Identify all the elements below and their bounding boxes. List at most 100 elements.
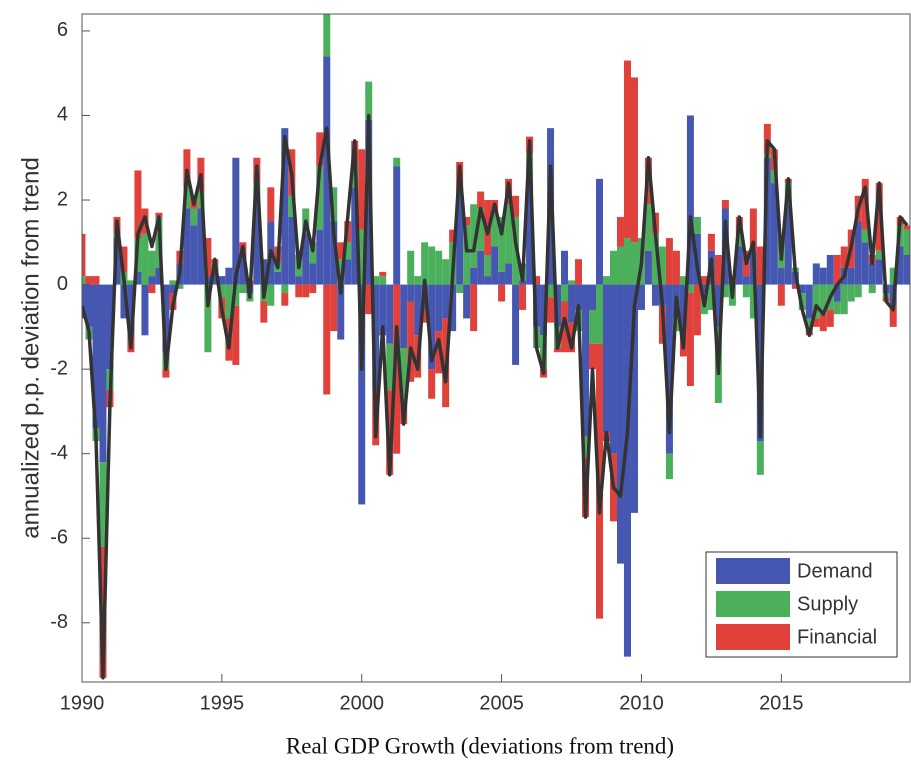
- bar-segment: [365, 119, 373, 285]
- bar-segment: [239, 284, 247, 294]
- bar-segment: [533, 276, 541, 285]
- x-tick-label: 1995: [200, 692, 245, 714]
- bar-segment: [169, 280, 177, 285]
- bar-segment: [833, 284, 841, 302]
- bar-segment: [323, 284, 331, 395]
- bar-segment: [903, 254, 910, 285]
- bar-segment: [756, 246, 764, 285]
- bar-segment: [456, 284, 464, 294]
- bar-segment: [421, 309, 429, 323]
- bar-segment: [554, 348, 562, 353]
- bar-segment: [819, 267, 827, 285]
- bar-segment: [847, 267, 855, 285]
- bar-segment: [197, 208, 205, 285]
- bar-segment: [358, 149, 366, 230]
- bar-segment: [379, 271, 387, 277]
- legend-swatch: [716, 624, 790, 650]
- bar-segment: [218, 276, 226, 285]
- bar-segment: [309, 263, 317, 285]
- bar-segment: [155, 267, 163, 285]
- bar-segment: [665, 453, 673, 480]
- bar-segment: [281, 293, 289, 306]
- bar-segment: [463, 225, 471, 285]
- x-axis-label: Real GDP Growth (deviations from trend): [286, 733, 674, 758]
- bar-segment: [92, 276, 100, 285]
- bar-segment: [596, 178, 603, 285]
- bar-segment: [651, 284, 659, 306]
- bar-segment: [82, 276, 86, 285]
- bar-segment: [239, 254, 247, 285]
- bar-segment: [281, 284, 289, 294]
- bar-segment: [393, 157, 401, 167]
- bar-segment: [267, 187, 275, 222]
- legend-label: Demand: [797, 560, 873, 582]
- bar-segment: [602, 276, 610, 285]
- bar-segment: [442, 259, 450, 285]
- bar-segment: [309, 242, 317, 264]
- bar-segment: [505, 204, 513, 264]
- bar-segment: [498, 216, 506, 272]
- bar-segment: [679, 284, 687, 327]
- bar-segment: [435, 284, 443, 332]
- bar-segment: [623, 238, 631, 285]
- bar-segment: [85, 276, 93, 285]
- bar-segment: [875, 250, 883, 260]
- bar-segment: [840, 246, 848, 268]
- bar-segment: [644, 204, 652, 251]
- bar-segment: [616, 216, 624, 247]
- bar-segment: [134, 170, 142, 239]
- x-tick-label: 2010: [619, 692, 664, 714]
- bar-segment: [204, 238, 212, 277]
- bar-segment: [512, 284, 520, 365]
- bar-segment: [763, 157, 771, 285]
- bar-segment: [82, 284, 86, 319]
- bar-segment: [456, 191, 464, 285]
- bar-segment: [861, 242, 869, 285]
- bar-segment: [414, 276, 422, 285]
- bar-segment: [749, 208, 757, 251]
- bar-segment: [547, 284, 555, 298]
- bar-segment: [903, 229, 910, 255]
- bar-segment: [505, 263, 513, 285]
- bar-segment: [183, 187, 191, 209]
- bar-segment: [99, 462, 107, 547]
- bar-segment: [861, 229, 869, 243]
- bar-segment: [120, 246, 128, 272]
- bar-segment: [414, 284, 422, 336]
- bar-segment: [218, 284, 226, 298]
- y-axis-label: annualized p.p. deviation from trend: [17, 157, 44, 539]
- bar-segment: [777, 284, 785, 306]
- bar-segment: [176, 284, 184, 289]
- bar-segment: [561, 301, 569, 353]
- y-tick-label: 4: [57, 104, 68, 126]
- legend-label: Financial: [797, 626, 877, 648]
- bar-segment: [82, 233, 86, 277]
- bar-segment: [141, 284, 149, 336]
- bar-segment: [288, 195, 296, 217]
- bar-segment: [470, 284, 478, 332]
- bar-segment: [435, 331, 443, 374]
- bar-segment: [512, 195, 520, 217]
- bar-segment: [812, 318, 820, 327]
- bar-segment: [693, 284, 701, 336]
- bar-segment: [491, 212, 499, 247]
- bar-segment: [470, 267, 478, 285]
- bar-segment: [204, 284, 212, 353]
- bar-segment: [805, 284, 813, 319]
- bar-segment: [288, 216, 296, 285]
- legend-swatch: [716, 591, 790, 617]
- bar-segment: [756, 441, 764, 475]
- bar-segment: [372, 276, 380, 285]
- bar-segment: [875, 183, 883, 251]
- bar-segment: [106, 284, 114, 370]
- bar-segment: [183, 149, 191, 188]
- bar-segment: [232, 284, 240, 306]
- bar-segment: [812, 284, 820, 319]
- bar-segment: [826, 254, 834, 285]
- bar-segment: [609, 250, 617, 285]
- bar-segment: [344, 242, 352, 260]
- bar-segment: [421, 242, 429, 285]
- bar-segment: [449, 229, 457, 243]
- bar-segment: [651, 233, 659, 285]
